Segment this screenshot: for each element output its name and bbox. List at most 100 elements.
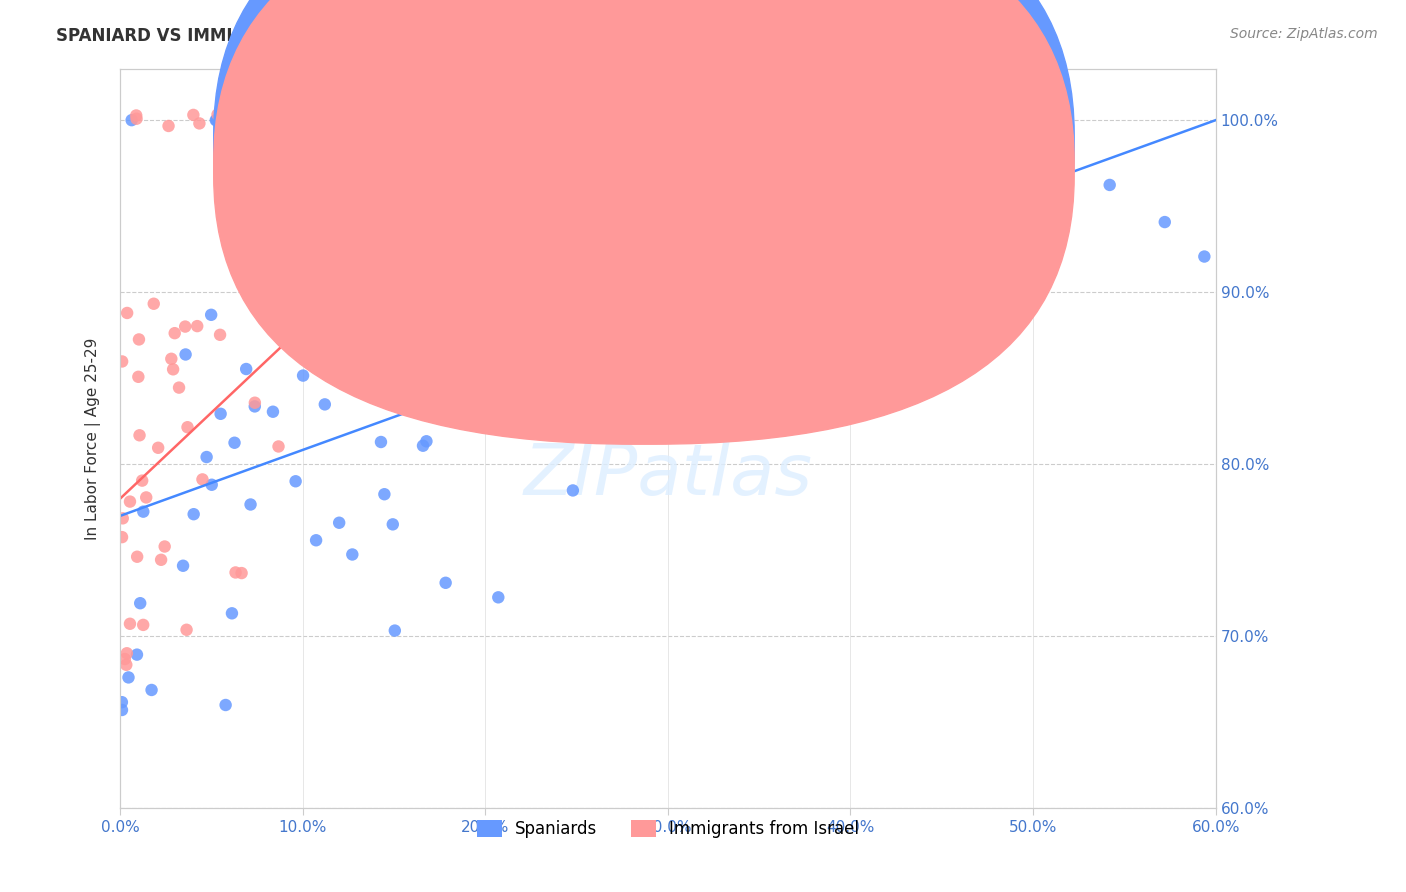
Immigrants from Israel <box>262 116 284 130</box>
Spaniards <box>441 351 464 365</box>
Spaniards <box>284 475 307 489</box>
Spaniards <box>415 434 437 449</box>
Spaniards <box>589 376 612 390</box>
Immigrants from Israel <box>420 117 443 131</box>
Spaniards <box>121 113 143 128</box>
Spaniards <box>225 259 247 273</box>
Spaniards <box>1098 178 1121 192</box>
Immigrants from Israel <box>131 474 153 488</box>
Immigrants from Israel <box>374 117 396 131</box>
Spaniards <box>508 339 530 353</box>
Spaniards <box>262 405 284 419</box>
Immigrants from Israel <box>387 113 409 128</box>
Immigrants from Israel <box>219 111 242 125</box>
Immigrants from Israel <box>209 327 232 342</box>
Spaniards <box>496 167 519 181</box>
Spaniards <box>1046 78 1069 93</box>
Spaniards <box>434 575 457 590</box>
Immigrants from Israel <box>128 333 150 347</box>
Spaniards <box>117 670 139 684</box>
Immigrants from Israel <box>114 652 136 666</box>
Spaniards <box>132 505 155 519</box>
Immigrants from Israel <box>191 472 214 486</box>
Immigrants from Israel <box>135 491 157 505</box>
Immigrants from Israel <box>127 369 149 384</box>
Immigrants from Israel <box>118 494 141 508</box>
Spaniards <box>292 368 315 383</box>
Spaniards <box>709 244 731 258</box>
Spaniards <box>172 558 194 573</box>
Immigrants from Israel <box>346 110 368 124</box>
Immigrants from Israel <box>132 618 155 632</box>
Spaniards <box>492 295 515 310</box>
Immigrants from Israel <box>125 112 148 126</box>
Text: ZIPatlas: ZIPatlas <box>523 441 813 510</box>
Immigrants from Israel <box>398 112 420 127</box>
Spaniards <box>328 129 350 144</box>
Text: R = 0.348   N = 64: R = 0.348 N = 64 <box>654 165 838 183</box>
Immigrants from Israel <box>335 108 357 122</box>
Spaniards <box>486 591 509 605</box>
Spaniards <box>571 113 593 128</box>
Spaniards <box>111 703 134 717</box>
Spaniards <box>205 113 228 128</box>
Spaniards <box>235 362 257 376</box>
Immigrants from Israel <box>146 441 169 455</box>
Spaniards <box>342 548 364 562</box>
Spaniards <box>224 435 246 450</box>
Spaniards <box>389 113 412 128</box>
Immigrants from Israel <box>423 116 446 130</box>
Spaniards <box>980 194 1002 208</box>
Immigrants from Israel <box>115 646 138 660</box>
Immigrants from Israel <box>176 420 198 434</box>
Immigrants from Israel <box>153 540 176 554</box>
Immigrants from Israel <box>309 112 332 127</box>
Spaniards <box>529 32 551 46</box>
Immigrants from Israel <box>160 351 183 366</box>
Spaniards <box>643 239 665 253</box>
Immigrants from Israel <box>419 108 441 122</box>
Spaniards <box>195 450 218 464</box>
Immigrants from Israel <box>411 112 433 126</box>
Spaniards <box>243 222 266 236</box>
Spaniards <box>370 435 392 450</box>
Immigrants from Israel <box>142 297 165 311</box>
Immigrants from Israel <box>318 112 340 127</box>
Immigrants from Israel <box>363 111 385 125</box>
Spaniards <box>305 533 328 548</box>
Immigrants from Israel <box>454 109 477 123</box>
Immigrants from Israel <box>167 381 190 395</box>
Spaniards <box>1153 215 1175 229</box>
Spaniards <box>1194 250 1216 264</box>
Immigrants from Israel <box>207 107 229 121</box>
Spaniards <box>314 397 336 411</box>
Immigrants from Israel <box>150 553 173 567</box>
Immigrants from Israel <box>125 108 148 122</box>
Immigrants from Israel <box>451 115 474 129</box>
Spaniards <box>214 698 236 712</box>
Spaniards <box>520 113 543 128</box>
Immigrants from Israel <box>243 395 266 409</box>
Spaniards <box>412 439 434 453</box>
Spaniards <box>174 347 197 361</box>
Immigrants from Israel <box>127 549 149 564</box>
Spaniards <box>141 683 163 698</box>
Immigrants from Israel <box>115 657 138 672</box>
Spaniards <box>425 340 447 354</box>
Spaniards <box>377 211 399 226</box>
Immigrants from Israel <box>295 114 318 128</box>
Spaniards <box>360 113 382 128</box>
Spaniards <box>561 483 583 498</box>
Immigrants from Israel <box>186 319 208 334</box>
Spaniards <box>221 607 243 621</box>
Immigrants from Israel <box>163 326 186 341</box>
Spaniards <box>328 516 350 530</box>
Immigrants from Israel <box>183 108 205 122</box>
Immigrants from Israel <box>111 511 134 525</box>
Text: Source: ZipAtlas.com: Source: ZipAtlas.com <box>1230 27 1378 41</box>
Immigrants from Israel <box>437 120 460 135</box>
Immigrants from Israel <box>188 116 211 130</box>
Spaniards <box>201 477 224 491</box>
Spaniards <box>243 400 266 414</box>
Y-axis label: In Labor Force | Age 25-29: In Labor Force | Age 25-29 <box>86 337 101 540</box>
